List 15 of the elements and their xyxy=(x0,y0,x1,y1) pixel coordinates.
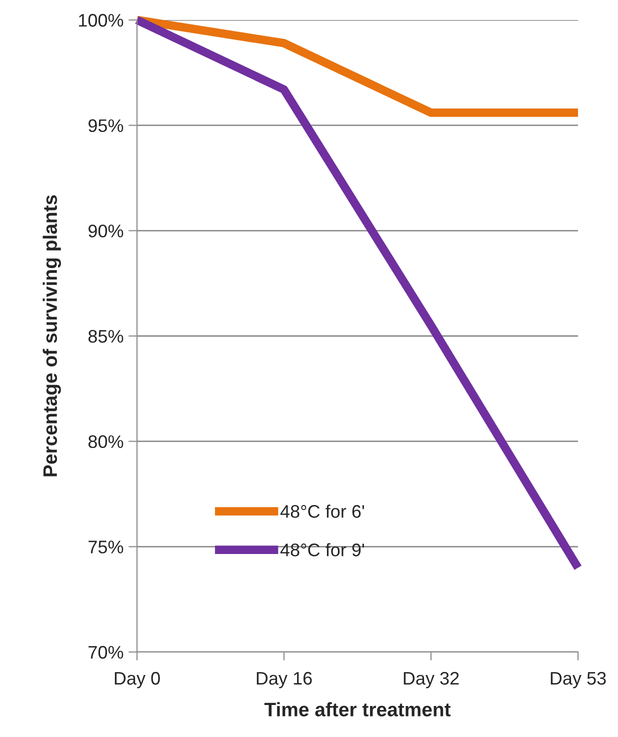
x-tick-label: Day 0 xyxy=(114,672,160,688)
y-tick-label: 100% xyxy=(79,14,124,27)
x-axis-title: Time after treatment xyxy=(264,702,451,716)
y-axis-title: Percentage of surviving plants xyxy=(42,195,61,476)
y-tick-label: 70% xyxy=(88,646,124,659)
y-tick-label: 75% xyxy=(88,540,124,554)
x-tick-label: Day 16 xyxy=(256,672,312,688)
x-tick-label: Day 32 xyxy=(404,672,459,688)
y-tick-label: 80% xyxy=(88,435,124,448)
y-tick-label: 85% xyxy=(88,330,124,343)
legend-label: 48°C for 9' xyxy=(280,543,364,556)
y-tick-label: 90% xyxy=(88,224,124,238)
y-tick-label: 95% xyxy=(88,119,124,132)
x-tick-label: Day 53 xyxy=(550,672,606,688)
legend-label: 48°C for 6' xyxy=(280,504,364,518)
